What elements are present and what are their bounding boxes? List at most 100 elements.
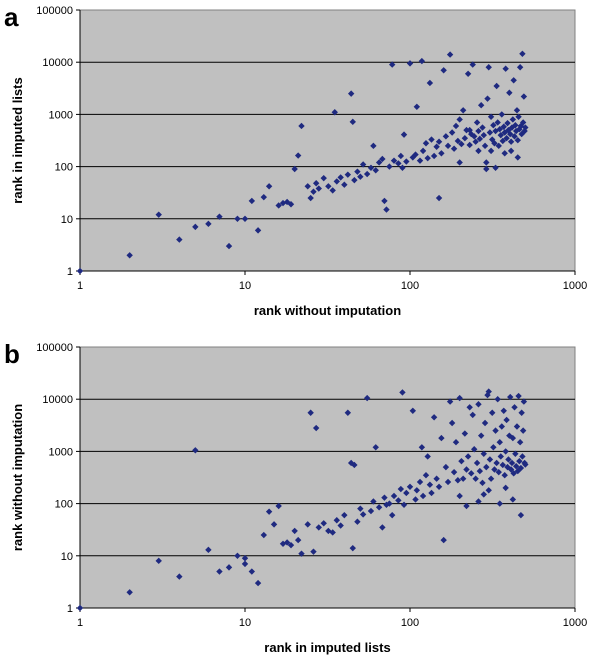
data-point [241,554,249,562]
data-point [502,448,509,455]
data-point [518,409,525,416]
data-point [459,475,467,482]
data-point [388,61,396,68]
data-point [422,140,430,147]
data-point [430,152,438,160]
data-point [265,183,273,190]
data-point [497,131,504,139]
data-point [372,444,379,451]
data-point [176,236,183,243]
data-point [444,478,452,486]
data-point [463,502,470,510]
data-point [337,522,344,529]
data-point [359,161,367,168]
data-point [370,498,377,505]
data-point [379,155,386,163]
data-point [192,447,199,454]
data-point [248,197,256,205]
x-axis-title: rank without imputation [254,303,401,318]
data-point [450,145,458,152]
data-point [304,521,311,528]
data-point [487,147,495,155]
data-point [440,67,447,74]
data-point [522,461,529,468]
data-point [511,404,518,411]
data-point [381,197,388,205]
data-point [507,130,514,138]
y-tick-label: 100 [55,499,73,511]
data-point [514,154,521,161]
data-point [456,394,463,402]
x-tick-label: 10 [239,617,251,629]
data-point [241,560,249,568]
data-point [473,459,481,467]
data-point [458,140,465,148]
data-point [498,423,505,430]
data-point [349,118,356,126]
data-point [472,138,479,145]
data-point [416,478,424,486]
data-point [466,404,473,411]
data-point [442,463,450,471]
data-point [500,407,507,414]
data-point [372,167,379,174]
data-point [519,427,527,434]
data-point [370,142,377,150]
data-point [483,159,490,166]
data-point [248,568,256,575]
data-point [435,194,443,202]
data-point [507,393,514,401]
data-point [433,143,440,150]
data-point [448,129,456,136]
panel-b: 1 10 100 1000 10000 100000 1 10 100 1000 rank in i… [4,339,587,655]
data-point [516,439,524,446]
plot-area [79,346,576,609]
data-point [435,483,443,490]
data-point [275,202,282,209]
data-point [76,267,84,275]
y-tick-label: 10 [61,214,73,226]
data-point [363,170,371,178]
x-tick-label: 10 [239,280,251,292]
data-point [126,252,133,259]
data-point [494,396,501,403]
data-point [383,206,390,213]
data-point [279,540,287,547]
data-point [519,50,526,57]
data-point [234,552,241,559]
x-tick-label: 1 [77,280,83,292]
data-point [354,168,361,175]
data-point [507,147,515,155]
data-point [491,140,498,147]
y-tick-label: 100 [55,162,73,174]
data-point [287,541,295,549]
data-point [270,521,278,528]
data-point [513,423,521,430]
data-point [496,500,503,507]
data-point [406,60,414,67]
data-point [126,589,133,596]
data-point [497,453,504,460]
data-point [461,134,469,142]
data-point [435,138,443,145]
y-tick-label: 1 [67,603,73,615]
data-point [517,122,525,130]
data-point [367,164,375,171]
data-point [298,550,305,557]
data-point [459,107,467,114]
data-point [517,464,525,472]
data-point [483,463,490,471]
data-point [260,531,268,539]
data-point [234,215,241,222]
y-tick-label: 10000 [42,57,73,69]
data-point [344,409,352,416]
data-point [375,159,383,166]
x-tick-label: 100 [401,280,419,292]
data-point [294,536,302,544]
data-point [515,113,522,120]
data-point [456,116,463,123]
y-tick-label: 1 [67,266,73,278]
data-point [469,61,476,68]
data-point [501,150,508,157]
data-point [508,124,516,131]
